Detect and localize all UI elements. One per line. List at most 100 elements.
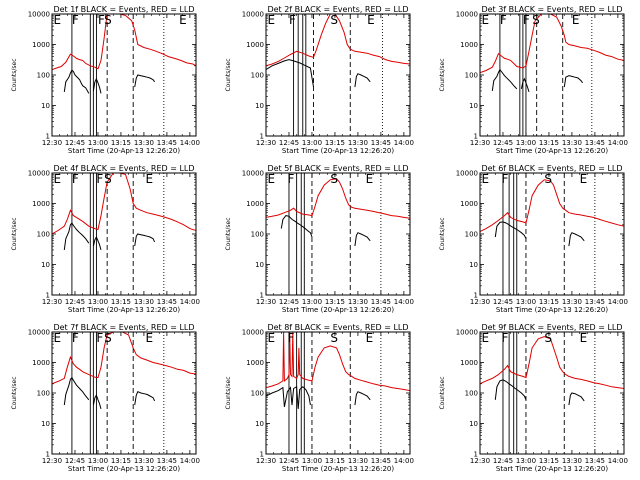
series-line-events: [92, 394, 102, 410]
series-line-events: [134, 74, 156, 88]
x-tick-label: 12:45: [493, 457, 513, 465]
x-tick-label: 14:00: [180, 457, 200, 465]
detector-panel-3: Det 3f BLACK = Events, RED = LLD Counts/s…: [439, 5, 628, 155]
detector-panel-5: Det 5f BLACK = Events, RED = LLD Counts/s…: [225, 164, 414, 314]
y-tick-label: 100: [37, 390, 50, 398]
x-tick-label: 12:45: [279, 298, 299, 306]
region-letter: S: [104, 331, 112, 345]
plot-area: [266, 14, 410, 136]
y-tick-label: 1: [46, 133, 50, 141]
x-axis-label: Start Time (20-Apr-13 12:26:20): [282, 465, 394, 473]
detector-panel-8: Det 8f BLACK = Events, RED = LLD Counts/s…: [225, 323, 414, 473]
region-letter: F: [98, 13, 105, 27]
y-tick-label: 1: [260, 451, 264, 459]
x-tick-label: 13:30: [562, 298, 582, 306]
region-letter: E: [268, 13, 276, 27]
series-line-events: [354, 73, 371, 88]
plot-area: [480, 332, 624, 454]
x-tick-label: 13:45: [585, 457, 605, 465]
series-line-events: [280, 215, 313, 238]
series-line-events: [63, 222, 90, 250]
plot-frame: [479, 13, 625, 137]
y-axis-label: Counts/sec: [11, 58, 18, 91]
x-tick-label: 13:00: [88, 457, 108, 465]
y-tick-label: 1000: [32, 200, 50, 208]
x-tick-label: 13:00: [516, 139, 536, 147]
y-tick-label: 100: [37, 231, 50, 239]
y-tick-label: 100: [251, 390, 264, 398]
plot-frame: [51, 331, 197, 455]
y-axis-label: Counts/sec: [225, 217, 232, 250]
panel-title: Det 1f BLACK = Events, RED = LLD: [53, 5, 194, 14]
x-tick-label: 12:45: [65, 298, 85, 306]
x-tick-label: 12:30: [42, 457, 62, 465]
x-tick-label: 13:30: [348, 457, 368, 465]
region-letter: S: [532, 13, 540, 27]
detector-panel-1: Det 1f BLACK = Events, RED = LLD Counts/s…: [11, 5, 200, 155]
x-tick-label: 13:15: [111, 139, 131, 147]
y-tick-label: 1000: [460, 200, 478, 208]
region-letter: E: [268, 331, 276, 345]
y-axis-label: Counts/sec: [439, 376, 446, 409]
y-axis-label: Counts/sec: [11, 376, 18, 409]
x-tick-label: 13:45: [585, 298, 605, 306]
region-letter: F: [523, 13, 530, 27]
y-tick-label: 10: [41, 261, 50, 269]
x-tick-label: 13:00: [88, 298, 108, 306]
plot-frame: [265, 172, 411, 296]
region-letter: E: [54, 331, 62, 345]
series-line-lld: [266, 178, 410, 219]
series-line-events: [134, 391, 156, 406]
x-tick-label: 13:30: [348, 139, 368, 147]
x-tick-label: 12:45: [493, 298, 513, 306]
x-axis-label: Start Time (20-Apr-13 12:26:20): [496, 306, 608, 314]
x-tick-label: 12:30: [42, 298, 62, 306]
y-tick-label: 100: [37, 72, 50, 80]
y-tick-label: 1000: [460, 41, 478, 49]
x-tick-label: 12:30: [470, 457, 490, 465]
x-tick-label: 12:30: [470, 139, 490, 147]
x-tick-label: 12:30: [42, 139, 62, 147]
y-tick-label: 10: [469, 102, 478, 110]
y-tick-label: 10: [41, 102, 50, 110]
y-tick-label: 10000: [28, 170, 50, 178]
x-tick-label: 13:15: [111, 457, 131, 465]
region-letter: E: [572, 13, 580, 27]
y-tick-label: 10: [41, 420, 50, 428]
x-tick-label: 12:45: [493, 139, 513, 147]
region-letter: F: [72, 172, 79, 186]
x-tick-label: 13:00: [516, 298, 536, 306]
y-tick-label: 1000: [246, 41, 264, 49]
y-tick-label: 10: [255, 102, 264, 110]
series-line-events: [63, 376, 90, 406]
panel-title: Det 5f BLACK = Events, RED = LLD: [267, 164, 408, 173]
region-letter: F: [501, 172, 508, 186]
x-axis-label: Start Time (20-Apr-13 12:26:20): [282, 147, 394, 155]
y-axis-label: Counts/sec: [225, 58, 232, 91]
x-tick-label: 13:30: [562, 457, 582, 465]
x-axis-label: Start Time (20-Apr-13 12:26:20): [68, 147, 180, 155]
y-tick-label: 10: [469, 261, 478, 269]
series-line-events: [134, 233, 156, 247]
plot-frame: [479, 331, 625, 455]
x-tick-label: 12:45: [65, 139, 85, 147]
region-letter: E: [580, 331, 588, 345]
region-letter: E: [179, 13, 187, 27]
region-letter: E: [54, 13, 62, 27]
x-tick-label: 13:15: [325, 139, 345, 147]
series-line-events: [568, 232, 585, 247]
panel-title: Det 9f BLACK = Events, RED = LLD: [481, 323, 622, 332]
detector-panel-6: Det 6f BLACK = Events, RED = LLD Counts/s…: [439, 164, 628, 314]
x-tick-label: 13:45: [371, 139, 391, 147]
x-tick-label: 14:00: [394, 457, 414, 465]
y-tick-label: 10000: [242, 11, 264, 19]
panel-title: Det 3f BLACK = Events, RED = LLD: [481, 5, 622, 14]
y-tick-label: 10: [255, 261, 264, 269]
plot-area: [52, 173, 196, 295]
x-tick-label: 13:45: [371, 298, 391, 306]
plot-area: [480, 173, 624, 295]
series-line-events: [491, 68, 518, 91]
detector-panel-7: Det 7f BLACK = Events, RED = LLD Counts/s…: [11, 323, 200, 473]
y-tick-label: 1: [46, 451, 50, 459]
